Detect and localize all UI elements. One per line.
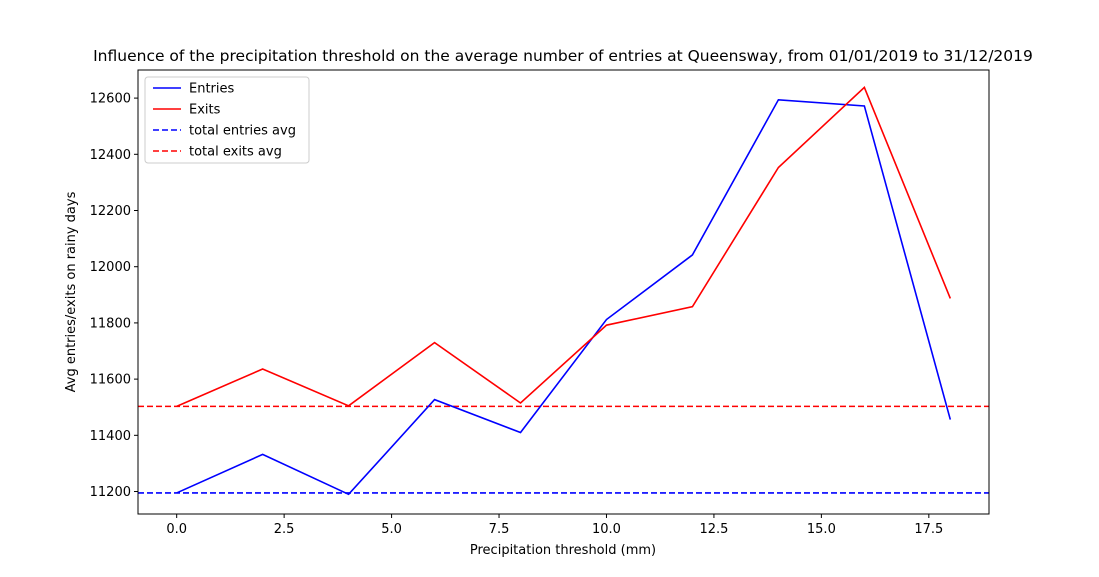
x-tick-label: 12.5 (699, 522, 728, 537)
y-tick-label: 12200 (90, 204, 131, 219)
y-tick-label: 11400 (90, 429, 131, 444)
x-tick-label: 7.5 (489, 522, 510, 537)
x-tick-label: 10.0 (592, 522, 621, 537)
legend-label-2: total entries avg (189, 124, 296, 139)
chart-title: Influence of the precipitation threshold… (93, 47, 1033, 65)
x-tick-label: 0.0 (166, 522, 187, 537)
y-tick-label: 11600 (90, 373, 131, 388)
legend-label-3: total exits avg (189, 145, 282, 160)
x-tick-label: 2.5 (274, 522, 295, 537)
y-axis: 11200 11400 11600 11800 12000 12200 12400 12600 (90, 92, 138, 500)
plot-content (138, 86, 989, 496)
legend-label-0: Entries (189, 82, 235, 97)
x-axis: 0.0 2.5 5.0 7.5 10.0 12.5 15.0 17.5 (166, 514, 943, 537)
series-line-1 (176, 86, 952, 408)
y-axis-label: Avg entries/exits on rainy days (64, 191, 79, 392)
series-line-0 (176, 98, 952, 496)
y-tick-label: 12000 (90, 260, 131, 275)
y-tick-label: 12600 (90, 92, 131, 107)
legend-label-1: Exits (189, 103, 221, 118)
legend-box (144, 76, 310, 164)
x-tick-label: 15.0 (807, 522, 836, 537)
y-tick-label: 11800 (90, 316, 131, 331)
y-tick-label: 11200 (90, 485, 131, 500)
x-axis-label: Precipitation threshold (mm) (470, 543, 656, 558)
legend: Entries Exits total entries avg total exits… (144, 76, 310, 164)
x-tick-label: 5.0 (381, 522, 402, 537)
plot-frame (137, 69, 990, 515)
x-tick-label: 17.5 (914, 522, 943, 537)
y-tick-label: 12400 (90, 148, 131, 163)
